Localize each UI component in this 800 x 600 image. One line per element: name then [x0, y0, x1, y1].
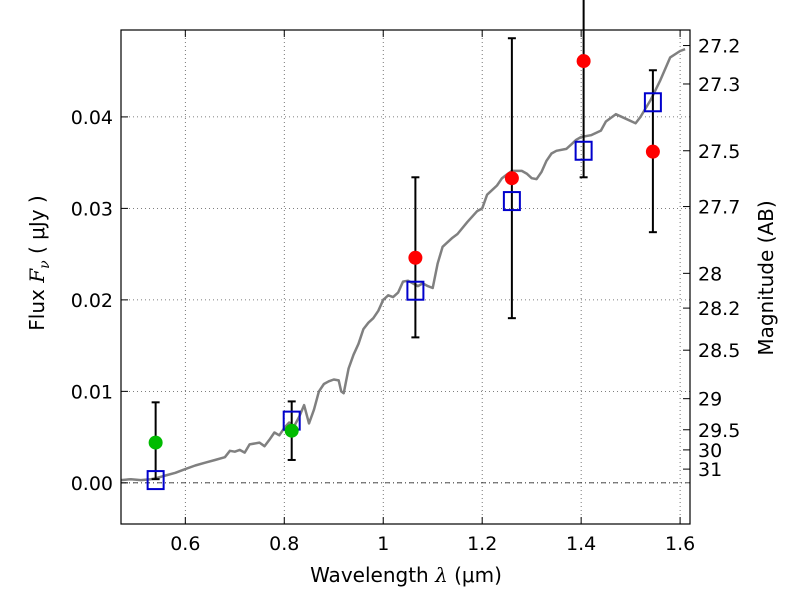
y2-tick-label: 29	[698, 389, 722, 411]
model-square-point	[643, 92, 662, 113]
measurement-point	[408, 250, 423, 265]
x-tick-label: 1.2	[467, 533, 497, 555]
y2-tick-label: 27.2	[698, 36, 740, 58]
x-axis-label: Wavelength λ (μm)	[310, 563, 502, 587]
measurement-markers	[148, 54, 660, 450]
y-axis-label: Flux Fν ( μJy )	[25, 195, 53, 330]
x-tick-label: 0.8	[269, 533, 299, 555]
y-axis-ticks: 0.00 0.01 0.02 0.03 0.04	[71, 107, 128, 495]
y2-tick-label: 29.5	[698, 420, 740, 442]
y-tick-label: 0.04	[71, 107, 113, 129]
y2-tick-label: 27.5	[698, 141, 740, 163]
measurement-point	[645, 144, 660, 159]
y-tick-label: 0.01	[71, 381, 113, 403]
x-axis-ticks: 0.6 0.8 1 1.2 1.4 1.6	[170, 30, 695, 555]
y-tick-label: 0.02	[71, 290, 113, 312]
y2-tick-label: 28.5	[698, 340, 740, 362]
model-square-point	[502, 191, 521, 212]
y2-tick-label: 31	[698, 459, 722, 481]
y2-tick-label: 27.3	[698, 74, 740, 96]
y2-axis-label: Magnitude (AB)	[754, 200, 778, 355]
model-square-point	[146, 470, 165, 491]
y-tick-label: 0.00	[71, 473, 113, 495]
x-tick-label: 1.4	[566, 533, 596, 555]
measurement-point	[576, 54, 591, 69]
model-square-point	[574, 140, 593, 161]
y-tick-label: 0.03	[71, 198, 113, 220]
y2-tick-label: 28	[698, 263, 722, 285]
measurement-point	[284, 423, 299, 438]
model-spectrum-line	[120, 48, 686, 482]
x-tick-label: 0.6	[170, 533, 200, 555]
model-square-point	[406, 280, 425, 301]
x-tick-label: 1	[377, 533, 389, 555]
measurement-point	[148, 435, 163, 450]
error-bars	[151, 0, 657, 481]
measurement-point	[504, 171, 519, 186]
y2-tick-label: 27.7	[698, 197, 740, 219]
plot-frame	[120, 29, 691, 525]
grid-lines	[121, 30, 690, 524]
y2-tick-label: 28.2	[698, 298, 740, 320]
y2-tick-label: 30	[698, 440, 722, 462]
x-tick-label: 1.6	[665, 533, 695, 555]
